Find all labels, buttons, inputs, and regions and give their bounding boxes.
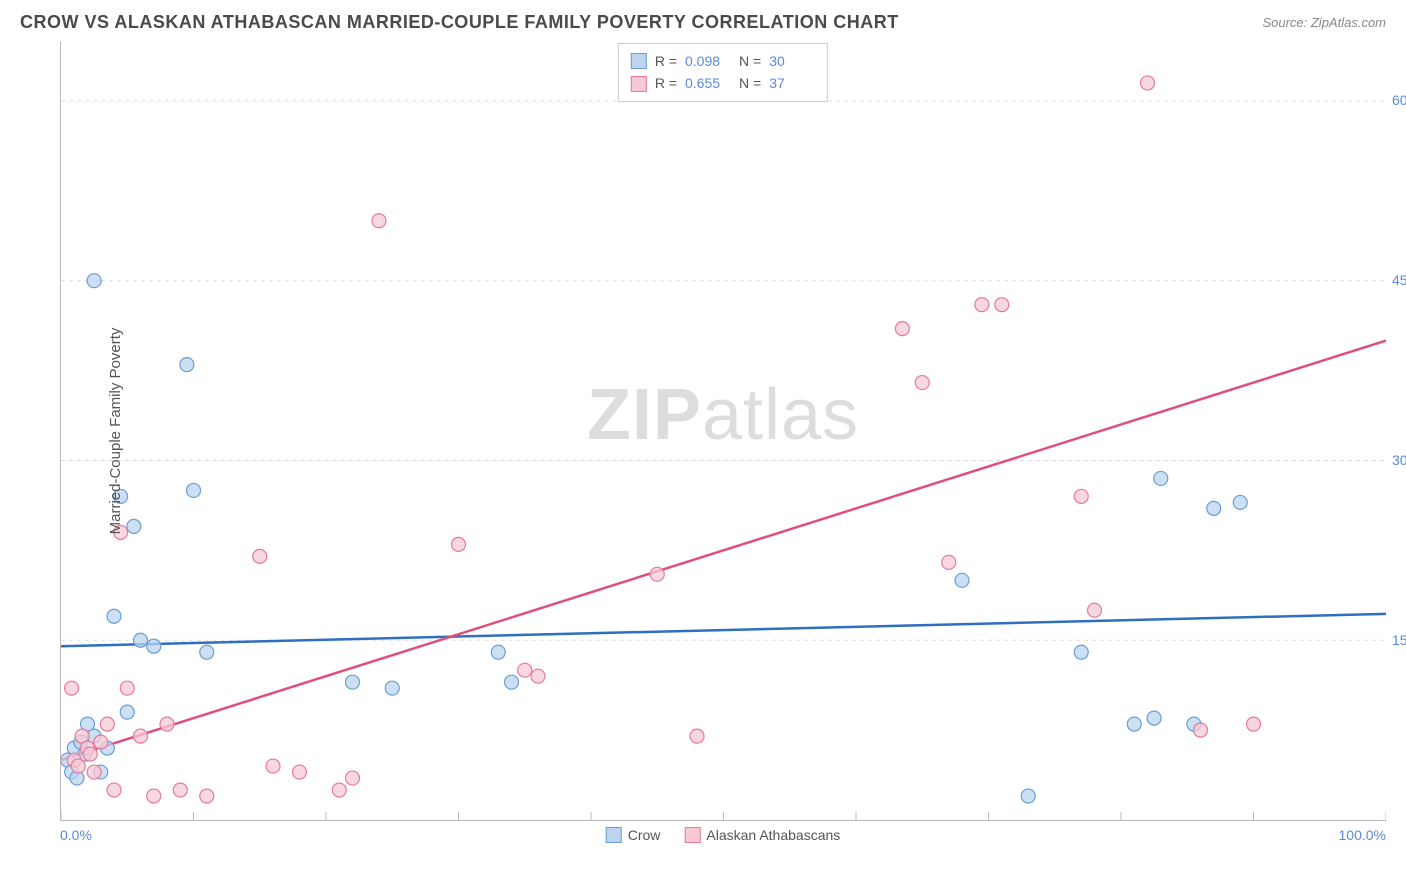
chart-area: Married-Couple Family Poverty R = 0.098 N … [60, 41, 1386, 821]
stat-n-value: 37 [769, 72, 815, 94]
y-tick-label: 45.0% [1392, 272, 1406, 288]
stats-legend-box: R = 0.098 N = 30 R = 0.655 N = 37 [618, 43, 828, 102]
stat-r-label: R = [655, 50, 677, 72]
stat-n-label: N = [739, 50, 761, 72]
stat-r-label: R = [655, 72, 677, 94]
x-axis-max-label: 100.0% [1339, 827, 1386, 843]
bottom-legend: Crow Alaskan Athabascans [606, 827, 841, 843]
y-tick-label: 60.0% [1392, 92, 1406, 108]
legend-swatch [606, 827, 622, 843]
legend-swatch [631, 53, 647, 69]
stat-n-label: N = [739, 72, 761, 94]
y-axis-label: Married-Couple Family Poverty [107, 328, 124, 535]
stat-r-value: 0.098 [685, 50, 731, 72]
stats-row: R = 0.098 N = 30 [631, 50, 815, 72]
scatter-plot [60, 41, 1386, 821]
legend-swatch [631, 76, 647, 92]
legend-label: Crow [628, 827, 661, 843]
legend-item: Alaskan Athabascans [684, 827, 840, 843]
y-tick-label: 15.0% [1392, 632, 1406, 648]
page-title: CROW VS ALASKAN ATHABASCAN MARRIED-COUPL… [20, 12, 899, 33]
x-axis-row: 0.0% Crow Alaskan Athabascans 100.0% [60, 827, 1386, 843]
legend-swatch [684, 827, 700, 843]
x-axis-min-label: 0.0% [60, 827, 92, 843]
y-tick-label: 30.0% [1392, 452, 1406, 468]
legend-item: Crow [606, 827, 661, 843]
source-attribution: Source: ZipAtlas.com [1262, 15, 1386, 30]
legend-label: Alaskan Athabascans [706, 827, 840, 843]
stat-r-value: 0.655 [685, 72, 731, 94]
stat-n-value: 30 [769, 50, 815, 72]
stats-row: R = 0.655 N = 37 [631, 72, 815, 94]
